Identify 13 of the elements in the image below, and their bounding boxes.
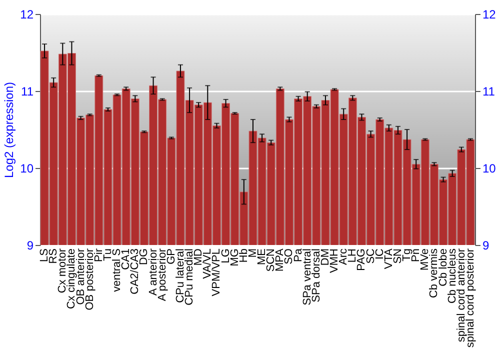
y2-tick-label: 12: [482, 8, 496, 22]
y2-tick-label: 10: [482, 162, 496, 176]
y-tick-label: 11: [21, 84, 34, 98]
y-tick-label: 9: [26, 238, 34, 252]
x-tick-label: Tg: [401, 248, 414, 262]
x-tick-label: IC: [374, 248, 386, 260]
y-tick-label: 10: [20, 162, 34, 176]
y2-tick-label: 9: [482, 238, 490, 252]
x-tick-label: SN: [392, 248, 404, 264]
y-tick-label: 12: [20, 8, 34, 22]
x-tick-label: RS: [48, 248, 60, 264]
y-axis-title: Log2 (expression): [2, 82, 16, 178]
y2-tick-label: 11: [482, 84, 496, 98]
